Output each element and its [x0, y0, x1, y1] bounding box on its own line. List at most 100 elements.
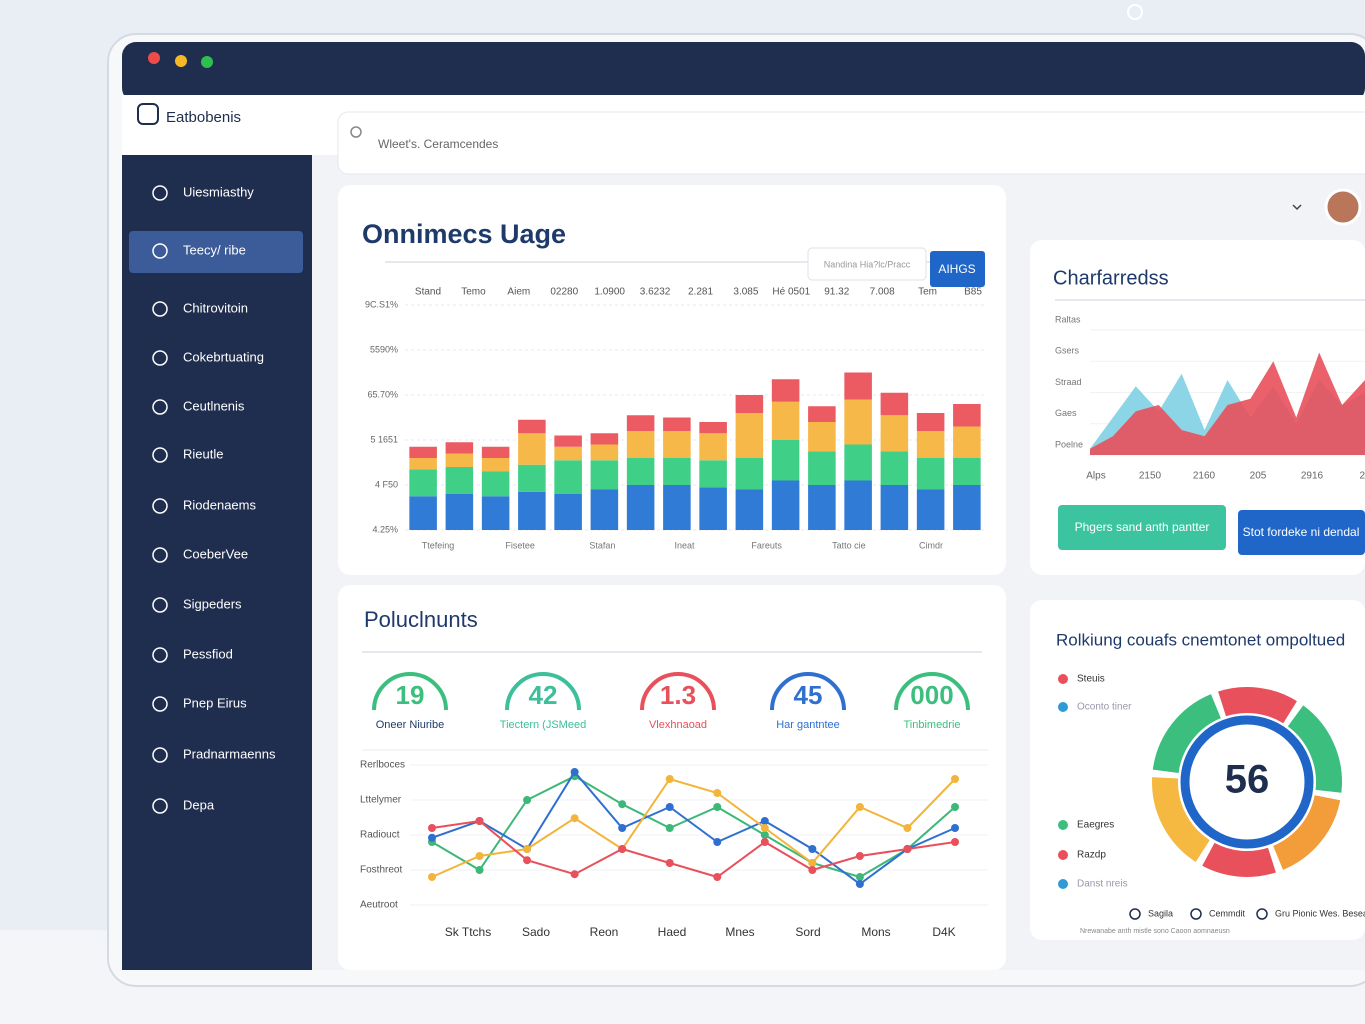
point	[951, 803, 959, 811]
gauge-arc	[640, 672, 716, 711]
point	[713, 873, 722, 881]
nav-label[interactable]: Uiesmiasthy	[183, 184, 254, 199]
nav-label[interactable]: Rieutle	[183, 446, 223, 461]
nav-label[interactable]: Sigpeders	[183, 596, 242, 611]
button-label[interactable]: Phgers sand anth pantter	[1075, 520, 1210, 534]
column-label: 02280	[550, 287, 578, 298]
point	[713, 789, 722, 797]
action-button[interactable]	[1058, 505, 1226, 550]
filter-input[interactable]	[807, 247, 927, 281]
gauge-value: 42	[529, 680, 558, 710]
point	[618, 824, 627, 832]
nav-label[interactable]: Cokebrtuating	[183, 349, 264, 364]
bar-segment	[844, 444, 872, 481]
bar-segment	[953, 404, 981, 427]
search-box[interactable]	[337, 111, 1365, 175]
bar-segment	[445, 494, 474, 530]
bar-segment	[916, 489, 945, 530]
point	[475, 852, 484, 860]
y-tick-label: Poelne	[1055, 439, 1083, 449]
legend-swatch	[1058, 879, 1068, 889]
point	[951, 775, 959, 783]
nav-label[interactable]: Chitrovitoin	[183, 300, 248, 315]
nav-label[interactable]: Riodenaems	[183, 497, 256, 512]
bar-segment	[554, 460, 582, 494]
bar-segment	[518, 419, 546, 434]
nav-label[interactable]: Pnep Eirus	[183, 695, 247, 710]
x-axis-label: Ttefeing	[422, 540, 455, 550]
nav-icon	[152, 547, 168, 563]
point	[951, 824, 959, 832]
nav-icon	[152, 597, 168, 613]
point	[523, 845, 532, 853]
bar-segment	[554, 446, 582, 461]
dropdown-icon[interactable]	[1292, 204, 1302, 211]
nav-icon	[152, 399, 168, 415]
point	[855, 880, 864, 888]
panel-title: Rolkiung couafs cnemtonet ompoltued	[1056, 630, 1345, 649]
nav-label[interactable]: Teecy/ ribe	[183, 242, 246, 257]
y-tick-label: Straad	[1055, 377, 1082, 387]
search-icon	[350, 126, 362, 138]
action-button[interactable]	[1238, 510, 1365, 555]
point	[428, 824, 436, 832]
gauge-arc	[505, 672, 581, 711]
point	[808, 859, 817, 867]
line	[431, 777, 956, 878]
bar-segment	[445, 442, 474, 454]
filter-placeholder: Nandina Hia?lc/Pracc	[824, 259, 911, 269]
close-button[interactable]	[148, 52, 160, 64]
x-axis-label: Fareuts	[751, 540, 782, 550]
button-label: AIHGS	[938, 262, 975, 276]
point	[570, 768, 579, 776]
bar-segment	[771, 379, 800, 402]
point	[713, 838, 722, 846]
bar-segment	[554, 494, 582, 530]
filter-button[interactable]	[930, 251, 985, 287]
nav-icon	[152, 243, 168, 259]
x-axis-label: 205	[1250, 471, 1267, 482]
bar-segment	[880, 485, 909, 530]
avatar[interactable]	[1324, 188, 1362, 226]
nav-label[interactable]: Ceutlnenis	[183, 398, 245, 413]
nav-label[interactable]: Pradnarmaenns	[183, 746, 276, 761]
button-label[interactable]: Stot fordeke ni dendal	[1243, 525, 1360, 539]
gauge-label: Oneer Niuribe	[376, 719, 444, 731]
bar-segment	[916, 431, 945, 458]
maximize-button[interactable]	[201, 56, 213, 68]
minimize-button[interactable]	[175, 55, 187, 67]
x-axis-label: D4K	[932, 925, 955, 939]
donut-ring	[1180, 715, 1314, 849]
point	[760, 817, 769, 825]
nav-label[interactable]: Pessfiod	[183, 646, 233, 661]
nav-label[interactable]: CoeberVee	[183, 546, 248, 561]
point	[855, 803, 864, 811]
y-tick-label: Aeutroot	[360, 900, 398, 911]
bar-segment	[808, 422, 836, 452]
brand: Eatbobenis	[166, 109, 241, 126]
point	[570, 870, 579, 879]
bar-segment	[626, 431, 655, 458]
point	[665, 803, 674, 811]
point	[855, 852, 864, 860]
column-label: Aiem	[507, 287, 530, 298]
bar-segment	[590, 489, 619, 530]
legend-label: Oconto tiner	[1077, 702, 1132, 713]
footer-label: Gru Pionic Wes. Beseave	[1275, 908, 1365, 918]
nav-label[interactable]: Depa	[183, 797, 215, 812]
point	[428, 873, 436, 881]
legend-swatch	[1058, 674, 1068, 684]
point	[618, 800, 627, 809]
nav-icon	[152, 185, 168, 201]
y-tick-label: Radiouct	[360, 830, 400, 841]
point	[665, 775, 674, 783]
x-axis-label: Stafan	[589, 540, 615, 550]
footer-icon	[1129, 908, 1141, 920]
line	[431, 775, 956, 879]
bar-segment	[808, 485, 836, 530]
point	[713, 803, 722, 811]
bar-segment	[808, 451, 836, 485]
point	[951, 838, 959, 846]
x-axis-label: Mons	[861, 925, 890, 939]
